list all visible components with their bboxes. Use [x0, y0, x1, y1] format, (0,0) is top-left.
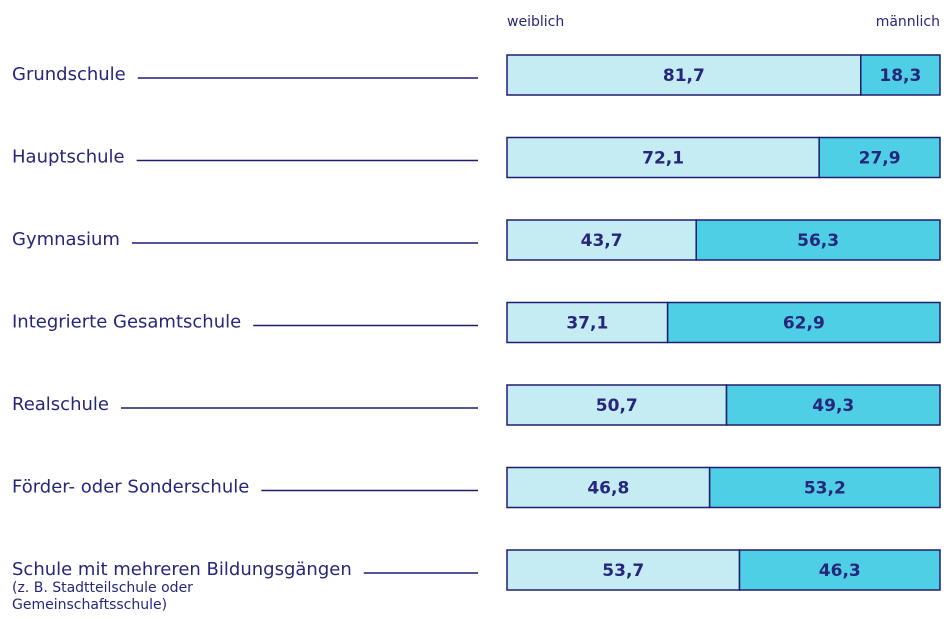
value-label: 27,9	[859, 149, 901, 169]
category-label: Realschule	[12, 394, 109, 415]
category-label: Förder- oder Sonderschule	[12, 477, 249, 498]
category-note: Gemeinschaftsschule)	[12, 597, 167, 613]
category-label: Grundschule	[12, 64, 126, 85]
value-label: 46,8	[587, 479, 629, 499]
value-label: 53,7	[602, 561, 644, 581]
value-label: 37,1	[566, 314, 608, 334]
value-label: 72,1	[642, 149, 684, 169]
bar-segment	[818, 136, 941, 179]
bar-segment	[708, 466, 941, 509]
bar-segment	[506, 466, 711, 509]
bar-segment	[506, 136, 820, 179]
value-label: 53,2	[804, 479, 846, 499]
bar-segment	[860, 54, 941, 96]
value-label: 62,9	[783, 314, 825, 334]
value-label: 50,7	[596, 396, 638, 416]
bar-segment	[506, 219, 697, 261]
value-label: 56,3	[797, 231, 839, 251]
bar-segment	[666, 301, 941, 344]
value-label: 81,7	[663, 66, 705, 86]
bar-segment	[725, 384, 941, 426]
category-label: Gymnasium	[12, 229, 120, 250]
bar-segment	[506, 549, 741, 591]
category-label: Integrierte Gesamtschule	[12, 312, 241, 333]
bar-segment	[506, 384, 728, 426]
legend-label: männlich	[876, 14, 940, 30]
value-label: 18,3	[879, 66, 921, 86]
value-label: 46,3	[819, 561, 861, 581]
bar-segment	[695, 219, 941, 261]
value-label: 49,3	[812, 396, 854, 416]
bar-segment	[738, 549, 941, 591]
legend-label: weiblich	[507, 14, 564, 30]
value-label: 43,7	[581, 231, 623, 251]
category-label: Hauptschule	[12, 147, 125, 168]
category-label: Schule mit mehreren Bildungsgängen	[12, 559, 352, 580]
category-note: (z. B. Stadtteilschule oder	[12, 580, 193, 596]
